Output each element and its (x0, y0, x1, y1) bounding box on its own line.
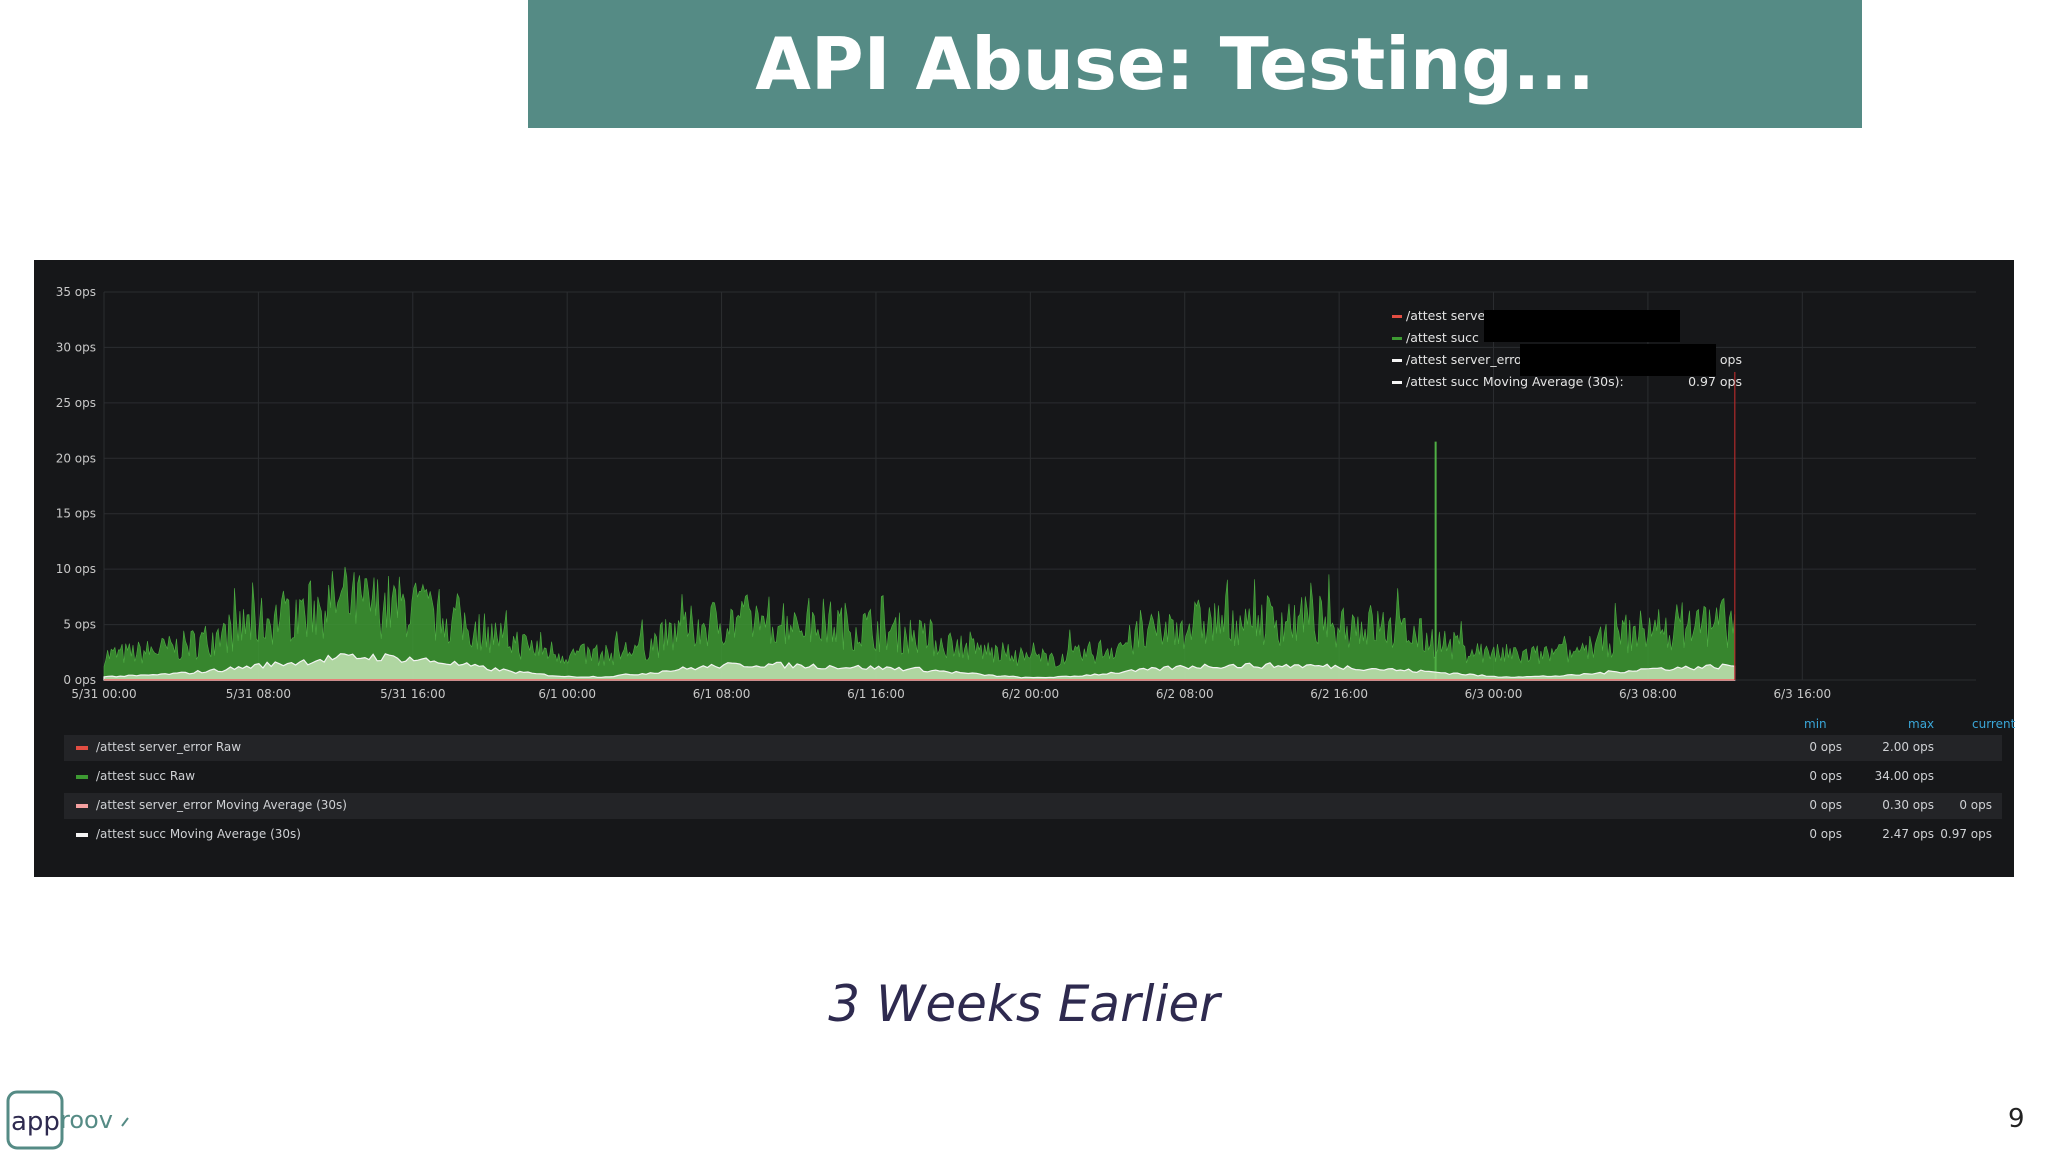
legend-max: 2.00 ops (1882, 740, 1934, 754)
x-tick-label: 6/3 08:00 (1619, 687, 1677, 701)
legend-max: 34.00 ops (1874, 769, 1934, 783)
y-tick-label: 10 ops (56, 562, 96, 576)
tooltip-series-name: /attest succ Raw (1406, 330, 1510, 345)
x-tick-label: 6/3 16:00 (1773, 687, 1831, 701)
y-tick-label: 35 ops (56, 285, 96, 299)
legend-swatch-3 (76, 833, 88, 837)
legend-series-name: /attest server_error Moving Average (30s… (96, 798, 347, 812)
tooltip-swatch-1 (1392, 337, 1402, 340)
legend-row[interactable]: /attest succ Raw 0 ops 34.00 ops (64, 764, 2002, 790)
logo-wordmark-tail: roov (60, 1106, 113, 1134)
legend-swatch-0 (76, 746, 88, 750)
x-tick-label: 6/1 00:00 (538, 687, 596, 701)
legend-min: 0 ops (1809, 827, 1842, 841)
y-tick-label: 30 ops (56, 340, 96, 354)
x-tick-label: 6/2 16:00 (1310, 687, 1368, 701)
tooltip-value: 0 ops (1707, 352, 1742, 367)
slide-caption: 3 Weeks Earlier (828, 975, 1220, 1033)
title-bar: API Abuse: Testing... (528, 0, 1862, 128)
legend-series-name: /attest succ Raw (96, 769, 196, 783)
tooltip-series-name: /attest succ Moving Average (30s): (1406, 374, 1624, 389)
legend-row[interactable]: /attest succ Moving Average (30s) 0 ops … (64, 822, 2002, 848)
x-tick-label: 6/1 08:00 (693, 687, 751, 701)
legend-swatch-1 (76, 775, 88, 779)
tooltip-swatch-3 (1392, 381, 1402, 384)
y-axis: 0 ops 5 ops 10 ops 15 ops 20 ops 25 ops 30 ops… (56, 285, 96, 687)
x-tick-label: 6/2 08:00 (1156, 687, 1214, 701)
legend-current: 0.97 ops (1940, 827, 1992, 841)
logo-wordmark: app (11, 1107, 60, 1137)
tooltip-swatch-0 (1392, 315, 1402, 318)
chart-panel: 0 ops 5 ops 10 ops 15 ops 20 ops 25 ops 30 ops… (34, 260, 2016, 877)
y-tick-label: 25 ops (56, 396, 96, 410)
y-tick-label: 20 ops (56, 451, 96, 465)
y-tick-label: 15 ops (56, 507, 96, 521)
legend-min: 0 ops (1809, 798, 1842, 812)
page-number: 9 (2008, 1104, 2025, 1134)
legend-series-name: /attest succ Moving Average (30s) (96, 827, 301, 841)
series-succ-raw (103, 566, 1736, 681)
legend-min: 0 ops (1809, 769, 1842, 783)
series-succ-moving-average (103, 653, 1736, 681)
y-tick-label: 0 ops (63, 673, 96, 687)
legend-swatch-2 (76, 804, 88, 808)
tooltip-swatch-2 (1392, 359, 1402, 362)
x-tick-label: 6/2 00:00 (1001, 687, 1059, 701)
legend-column-current[interactable]: current (1972, 717, 2016, 731)
x-tick-label: 6/3 00:00 (1465, 687, 1523, 701)
x-tick-label: 6/1 16:00 (847, 687, 905, 701)
tooltip-series-name: /attest server_er (1406, 308, 1510, 323)
slide-title: API Abuse: Testing... (755, 22, 1595, 106)
legend-max: 0.30 ops (1882, 798, 1934, 812)
redaction-box (1484, 310, 1680, 342)
y-tick-label: 5 ops (63, 618, 96, 632)
legend-column-max[interactable]: max (1908, 717, 1935, 731)
x-tick-label: 5/31 16:00 (380, 687, 445, 701)
legend-current: 0 ops (1959, 798, 1992, 812)
x-axis: 5/31 00:00 5/31 08:00 5/31 16:00 6/1 00:00 6… (71, 687, 1831, 701)
legend-row[interactable]: /attest server_error Raw 0 ops 2.00 ops (64, 735, 2002, 761)
legend-row[interactable]: /attest server_error Moving Average (30s… (64, 793, 2002, 819)
x-tick-label: 5/31 00:00 (71, 687, 136, 701)
legend-max: 2.47 ops (1882, 827, 1934, 841)
tooltip-value: 0.97 ops (1688, 374, 1742, 389)
chart-svg: 0 ops 5 ops 10 ops 15 ops 20 ops 25 ops 30 ops… (56, 285, 1976, 701)
legend-column-min[interactable]: min (1804, 717, 1827, 731)
redaction-box (1520, 344, 1716, 376)
legend-series-name: /attest server_error Raw (96, 740, 242, 754)
legend-min: 0 ops (1809, 740, 1842, 754)
series-layer (103, 372, 1736, 681)
grid-layer (103, 291, 1976, 681)
approov-logo: app roov (6, 1090, 129, 1150)
x-tick-label: 5/31 08:00 (226, 687, 291, 701)
